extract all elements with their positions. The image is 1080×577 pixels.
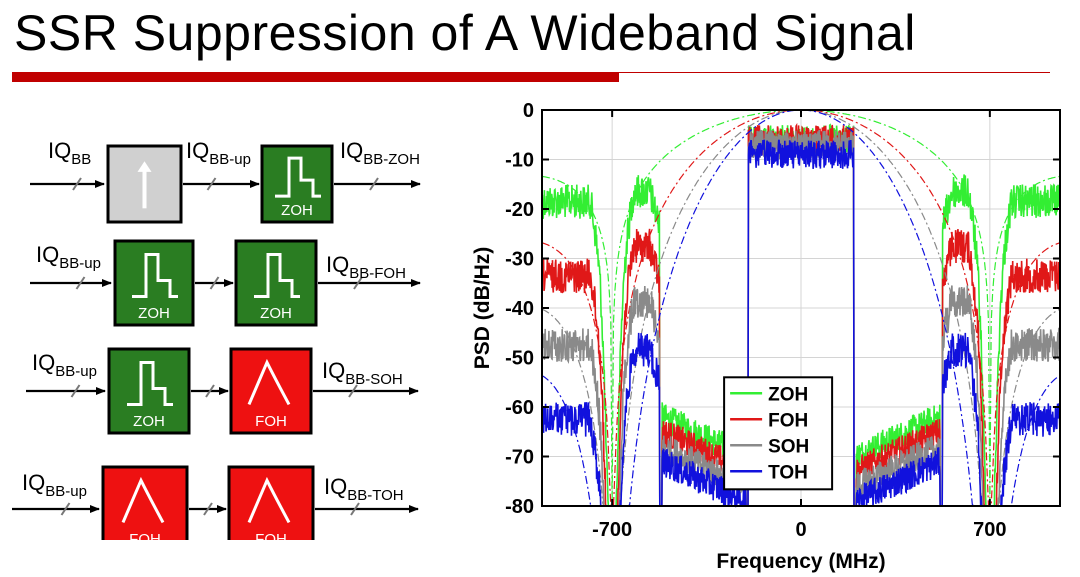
zoh-block-label: ZOH [260, 305, 292, 322]
mid-label-row1-main: IQ [186, 138, 209, 163]
y-tick-label: -70 [505, 447, 534, 469]
input-label-row4: IQBB-up [22, 470, 87, 500]
bus-slash [353, 276, 363, 290]
bus-slash [348, 384, 358, 398]
legend-label-zoh: ZOH [768, 384, 808, 405]
zoh-block-label: ZOH [138, 305, 170, 322]
bus-slash [203, 502, 213, 516]
output-label-row2-main: IQ [326, 252, 349, 277]
foh-block-row4 [101, 465, 189, 540]
y-tick-label: -80 [505, 496, 534, 518]
foh-block-label: FOH [255, 413, 287, 430]
y-tick-label: -20 [505, 199, 534, 221]
y-tick-label: -40 [505, 298, 534, 320]
input-label-row2-sub: BB-up [59, 255, 101, 272]
y-tick-label: -30 [505, 249, 534, 271]
step-response-icon [275, 156, 321, 198]
output-label-row1-main: IQ [340, 138, 363, 163]
foh-block-label: FOH [129, 531, 161, 540]
y-axis-label: PSD (dB/Hz) [471, 247, 494, 370]
bus-slash [60, 502, 71, 516]
input-label-row4-main: IQ [22, 470, 45, 495]
bus-slash [72, 177, 82, 191]
step-response-icon [132, 252, 178, 298]
y-tick-label: -60 [505, 397, 534, 419]
step-response-icon [127, 360, 173, 406]
triangle-response-icon [121, 476, 165, 524]
bus-slash [369, 177, 379, 191]
bus-slash [350, 502, 360, 516]
up-arrow-icon-head [137, 161, 152, 172]
x-tick-label: 700 [973, 519, 1006, 541]
output-label-row3: IQBB-SOH [322, 358, 403, 388]
mid-label-row1: IQBB-up [186, 138, 251, 168]
step-response-icon [254, 252, 300, 298]
input-label-row4-sub: BB-up [45, 483, 87, 500]
output-label-row4: IQBB-TOH [324, 474, 404, 504]
title-underline-thin [619, 72, 1050, 73]
bus-slash [205, 384, 215, 398]
input-label-row2: IQBB-up [36, 242, 101, 272]
input-label-row1: IQBB [48, 138, 91, 168]
zoh-block-label: ZOH [281, 202, 313, 219]
output-label-row2-sub: BB-FOH [349, 265, 406, 282]
input-label-row2-main: IQ [36, 242, 59, 267]
bus-slash [70, 384, 81, 398]
output-label-row4-sub: BB-TOH [347, 487, 403, 504]
output-label-row3-main: IQ [322, 358, 345, 383]
zoh-block-label: ZOH [133, 413, 165, 430]
psd-trace-toh [541, 139, 1061, 508]
input-label-row3-main: IQ [32, 350, 55, 375]
output-label-row1-sub: BB-ZOH [363, 151, 420, 168]
output-label-row3-sub: BB-SOH [345, 371, 403, 388]
bus-slash [209, 276, 220, 290]
foh-block-label: FOH [255, 531, 287, 540]
legend-label-soh: SOH [768, 436, 809, 457]
legend-label-toh: TOH [768, 462, 808, 483]
y-tick-label: -10 [505, 150, 534, 172]
input-label-row3: IQBB-up [32, 350, 97, 380]
triangle-response-icon [247, 358, 291, 406]
foh-block-row3 [229, 347, 313, 435]
output-label-row4-main: IQ [324, 474, 347, 499]
psd-chart: 0 -10 -20 -30 -40 -50 -60 -70 -80 -700 0 700 Frequen… [471, 100, 1061, 573]
page-title: SSR Suppression of A Wideband Signal [14, 5, 916, 61]
x-tick-label: 0 [795, 519, 806, 541]
triangle-response-icon [247, 476, 291, 524]
x-tick-label: -700 [592, 519, 632, 541]
output-label-row1: IQBB-ZOH [340, 138, 420, 168]
bus-slash [75, 276, 86, 290]
foh-block-row4 [227, 465, 315, 540]
input-label-row1-sub: BB [71, 151, 91, 168]
psd-trace-soh [541, 129, 1061, 507]
output-label-row2: IQBB-FOH [326, 252, 406, 282]
y-tick-label: -50 [505, 348, 534, 370]
mid-label-row1-sub: BB-up [209, 151, 251, 168]
envelope-soh [541, 109, 1061, 507]
x-axis-label: Frequency (MHz) [716, 550, 885, 573]
legend-label-foh: FOH [768, 410, 808, 431]
input-label-row3-sub: BB-up [55, 363, 97, 380]
input-label-row1-main: IQ [48, 138, 71, 163]
y-tick-label: 0 [523, 100, 534, 122]
bus-slash [206, 177, 217, 191]
title-underline-thick [12, 72, 619, 82]
